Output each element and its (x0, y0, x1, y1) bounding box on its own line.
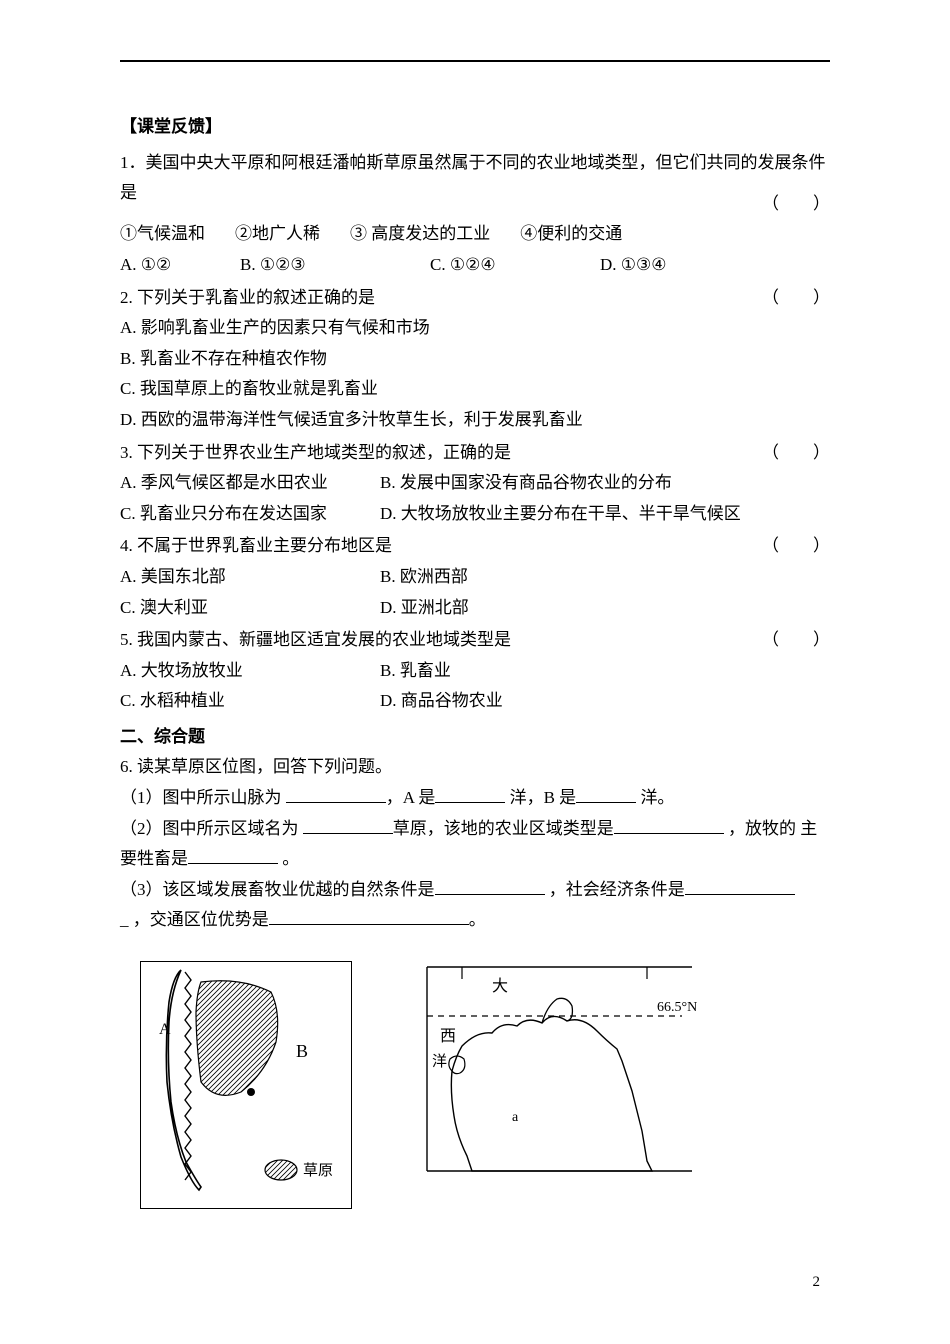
q6-sub3: （3）该区域发展畜牧业优越的自然条件是 ，社会经济条件是 _ ，交通区位优势是 。 (120, 875, 830, 936)
blank (303, 817, 393, 834)
question-4: 4. 不属于世界乳畜业主要分布地区是 （ ） A. 美国东北部 B. 欧洲西部 … (120, 531, 830, 623)
q5-opt-d: D. 商品谷物农业 (380, 686, 503, 717)
q5-paren: （ ） (762, 625, 830, 656)
page-number: 2 (120, 1269, 830, 1296)
q2-paren: （ ） (762, 283, 830, 314)
q6-s3-p1: （3）该区域发展畜牧业优越的自然条件是 (120, 880, 435, 899)
q6-s3-p4: 。 (469, 910, 486, 929)
q6-stem: 6. 读某草原区位图，回答下列问题。 (120, 752, 830, 783)
q2-opt-c: C. 我国草原上的畜牧业就是乳畜业 (120, 374, 830, 405)
blank (435, 878, 545, 895)
section-title: 【课堂反馈】 (120, 112, 830, 143)
q3-opt-a: A. 季风气候区都是水田农业 (120, 468, 380, 499)
q6-sub2: （2）图中所示区域名为 草原，该地的农业区域类型是 ，放牧的 主要牲畜是 。 (120, 814, 830, 875)
q3-row2: C. 乳畜业只分布在发达国家 D. 大牧场放牧业主要分布在干旱、半干旱气候区 (120, 499, 830, 530)
map2-xi: 西 (440, 1028, 456, 1045)
blank (188, 847, 278, 864)
q1-opt-a: A. ①② (120, 250, 230, 281)
q1-stem: 1．美国中央大平原和阿根廷潘帕斯草原虽然属于不同的农业地域类型，但它们共同的发展… (120, 148, 830, 209)
q1-opt-b: B. ①②③ (240, 250, 420, 281)
q6-s3-p2: ，社会经济条件是 (545, 880, 685, 899)
q2-opt-d: D. 西欧的温带海洋性气候适宜多汁牧草生长，利于发展乳畜业 (120, 405, 830, 436)
q4-row1: A. 美国东北部 B. 欧洲西部 (120, 562, 830, 593)
q6-s1-p2: ，A 是 (386, 788, 436, 807)
q5-opt-b: B. 乳畜业 (380, 656, 451, 687)
q6-s1-p1: （1）图中所示山脉为 (120, 788, 286, 807)
q5-stem: 5. 我国内蒙古、新疆地区适宜发展的农业地域类型是 (120, 625, 742, 656)
q4-opt-d: D. 亚洲北部 (380, 593, 469, 624)
map-1: A B 草原 (140, 961, 352, 1209)
map1-label-a: A (159, 1021, 171, 1038)
q5-opt-a: A. 大牧场放牧业 (120, 656, 380, 687)
q1-s1: ①气候温和 (120, 219, 205, 250)
q1-opt-d: D. ①③④ (600, 250, 667, 281)
q3-opt-d: D. 大牧场放牧业主要分布在干旱、半干旱气候区 (380, 499, 741, 530)
q2-opt-b: B. 乳畜业不存在种植农作物 (120, 344, 830, 375)
q6-s2-p2: 草原，该地的农业区域类型是 (393, 819, 614, 838)
map1-legend: 草原 (303, 1162, 333, 1179)
q3-stem: 3. 下列关于世界农业生产地域类型的叙述，正确的是 (120, 438, 742, 469)
q5-row2: C. 水稻种植业 D. 商品谷物农业 (120, 686, 830, 717)
map2-lon2: 30°E (634, 961, 662, 963)
map2-lon1: 15°W (448, 961, 482, 963)
q4-row2: C. 澳大利亚 D. 亚洲北部 (120, 593, 830, 624)
blank (576, 786, 636, 803)
q3-opt-b: B. 发展中国家没有商品谷物农业的分布 (380, 468, 672, 499)
section2-title: 二、综合题 (120, 722, 830, 753)
q4-stem: 4. 不属于世界乳畜业主要分布地区是 (120, 531, 742, 562)
question-2: 2. 下列关于乳畜业的叙述正确的是 （ ） A. 影响乳畜业生产的因素只有气候和… (120, 283, 830, 436)
q4-opt-a: A. 美国东北部 (120, 562, 380, 593)
q6-sub1: （1）图中所示山脉为 ，A 是 洋，B 是 洋。 (120, 783, 830, 814)
q3-opt-c: C. 乳畜业只分布在发达国家 (120, 499, 380, 530)
q6-s1-p4: 洋。 (636, 788, 674, 807)
question-5: 5. 我国内蒙古、新疆地区适宜发展的农业地域类型是 （ ） A. 大牧场放牧业 … (120, 625, 830, 717)
q3-row1: A. 季风气候区都是水田农业 B. 发展中国家没有商品谷物农业的分布 (120, 468, 830, 499)
map2-da: 大 (492, 977, 508, 995)
q1-statements: ①气候温和 ②地广人稀 ③ 高度发达的工业 ④便利的交通 (120, 219, 830, 250)
blank (685, 878, 795, 895)
top-border-line (120, 60, 830, 62)
question-3: 3. 下列关于世界农业生产地域类型的叙述，正确的是 （ ） A. 季风气候区都是… (120, 438, 830, 530)
q4-opt-c: C. 澳大利亚 (120, 593, 380, 624)
q1-paren: （ ） (762, 189, 830, 220)
q1-s3: ③ 高度发达的工业 (350, 219, 490, 250)
q1-s4: ④便利的交通 (520, 219, 622, 250)
blank (435, 786, 505, 803)
map1-label-b: B (296, 1041, 308, 1061)
maps-row: A B 草原 15°W 30°E 66.5°N 大 (120, 961, 830, 1209)
q1-s2: ②地广人稀 (235, 219, 320, 250)
q2-opt-a: A. 影响乳畜业生产的因素只有气候和市场 (120, 313, 830, 344)
q5-row1: A. 大牧场放牧业 B. 乳畜业 (120, 656, 830, 687)
q3-paren: （ ） (762, 438, 830, 469)
q4-paren: （ ） (762, 531, 830, 562)
question-6: 6. 读某草原区位图，回答下列问题。 （1）图中所示山脉为 ，A 是 洋，B 是… (120, 752, 830, 936)
map-2: 15°W 30°E 66.5°N 大 西 洋 a (392, 961, 702, 1192)
q2-stem: 2. 下列关于乳畜业的叙述正确的是 (120, 283, 742, 314)
q5-opt-c: C. 水稻种植业 (120, 686, 380, 717)
q6-s3-p3: _ ，交通区位优势是 (120, 910, 269, 929)
map2-lat: 66.5°N (657, 1000, 697, 1015)
map2-a: a (512, 1110, 519, 1125)
q4-opt-b: B. 欧洲西部 (380, 562, 468, 593)
q1-opt-c: C. ①②④ (430, 250, 590, 281)
map2-yang: 洋 (432, 1053, 447, 1070)
q6-s2-p4: 。 (278, 849, 299, 868)
q6-s1-p3: 洋，B 是 (505, 788, 576, 807)
blank (269, 908, 469, 925)
question-1: 1．美国中央大平原和阿根廷潘帕斯草原虽然属于不同的农业地域类型，但它们共同的发展… (120, 148, 830, 281)
q6-s2-p1: （2）图中所示区域名为 (120, 819, 303, 838)
q1-options: A. ①② B. ①②③ C. ①②④ D. ①③④ (120, 250, 830, 281)
blank (286, 786, 386, 803)
blank (614, 817, 724, 834)
